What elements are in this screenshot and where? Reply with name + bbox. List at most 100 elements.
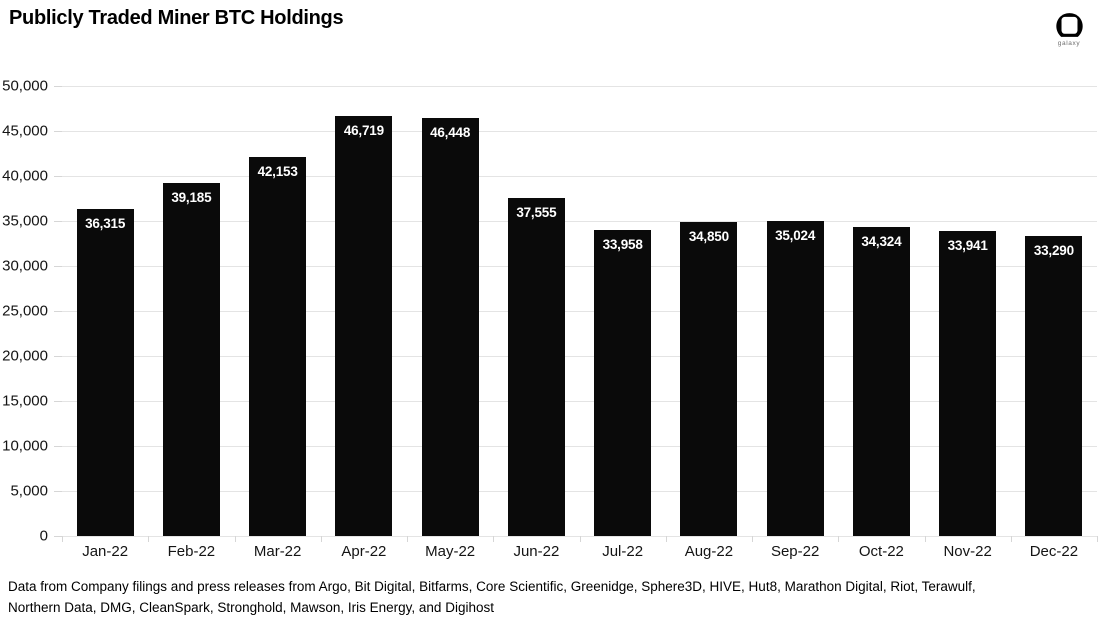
bar-slot-aug-22: 34,850 <box>666 86 752 536</box>
x-tick <box>924 536 926 542</box>
gridline <box>62 176 1097 177</box>
gridline <box>62 266 1097 267</box>
bar-value-label: 36,315 <box>85 216 126 232</box>
bar-jul-22: 33,958 <box>594 230 652 536</box>
y-tick-label: 0 <box>39 527 48 545</box>
bar-value-label: 34,850 <box>688 229 729 245</box>
x-tick <box>579 536 581 542</box>
bar-slot-apr-22: 46,719 <box>321 86 407 536</box>
x-tick-label: Jul-22 <box>602 543 644 560</box>
bar-slot-nov-22: 33,941 <box>925 86 1011 536</box>
bar-nov-22: 33,941 <box>939 230 997 536</box>
bar-series: 36,315 39,185 42,153 46,719 46,448 37,555 33,9… <box>62 86 1097 536</box>
x-tick-label: Jan-22 <box>82 543 129 560</box>
y-tick-label: 40,000 <box>2 167 48 185</box>
x-tick <box>320 536 322 542</box>
x-tick-label: May-22 <box>425 543 476 560</box>
bar-jan-22: 36,315 <box>76 209 134 536</box>
y-tick <box>54 176 62 177</box>
bar-slot-dec-22: 33,290 <box>1011 86 1097 536</box>
x-tick-label: Dec-22 <box>1029 543 1079 560</box>
y-tick <box>54 311 62 312</box>
x-tick-label: Nov-22 <box>943 543 992 560</box>
x-axis: Jan-22 Feb-22 Mar-22 Apr-22 May-22 Jun-22 Jul-… <box>62 543 1097 560</box>
gridline <box>62 356 1097 357</box>
bar-value-label: 46,448 <box>430 124 471 140</box>
y-tick <box>54 131 62 132</box>
x-tick <box>665 536 667 542</box>
x-tick-label: Apr-22 <box>341 543 387 560</box>
bar-may-22: 46,448 <box>421 117 479 536</box>
y-tick-label: 50,000 <box>2 77 48 95</box>
bar-value-label: 46,719 <box>343 122 384 138</box>
bar-slot-jan-22: 36,315 <box>62 86 148 536</box>
x-tick <box>234 536 236 542</box>
x-tick-label: Aug-22 <box>684 543 734 560</box>
bar-slot-jul-22: 33,958 <box>580 86 666 536</box>
gridline <box>62 221 1097 222</box>
bar-value-label: 33,941 <box>947 237 988 253</box>
bar-slot-may-22: 46,448 <box>407 86 493 536</box>
x-tick-label: Feb-22 <box>167 543 216 560</box>
x-tick-label: Mar-22 <box>253 543 302 560</box>
page-title: Publicly Traded Miner BTC Holdings <box>9 7 344 29</box>
bar-value-label: 33,958 <box>602 237 643 253</box>
y-tick <box>54 536 62 537</box>
x-tick-label: Sep-22 <box>770 543 820 560</box>
x-tick <box>407 536 408 542</box>
x-tick <box>1010 536 1012 542</box>
y-tick <box>54 356 62 357</box>
y-tick-label: 5,000 <box>10 482 48 500</box>
gridline <box>62 491 1097 492</box>
gridline <box>62 311 1097 312</box>
bar-value-label: 35,024 <box>775 227 816 243</box>
bar-value-label: 42,153 <box>257 163 298 179</box>
gridline <box>62 446 1097 447</box>
galaxy-logo-label: galaxy <box>1057 40 1081 47</box>
y-tick-label: 10,000 <box>2 437 48 455</box>
gridline <box>62 401 1097 402</box>
gridline <box>62 131 1097 132</box>
y-axis: 50,000 45,000 40,000 35,000 30,000 25,000 20,0… <box>0 78 55 545</box>
bar-slot-mar-22: 42,153 <box>235 86 321 536</box>
bar-value-label: 39,185 <box>171 190 212 206</box>
bar-slot-jun-22: 37,555 <box>493 86 579 536</box>
y-tick-label: 35,000 <box>2 212 48 230</box>
bar-feb-22: 39,185 <box>162 183 220 536</box>
source-line-1: Data from Company filings and press rele… <box>8 579 976 594</box>
bar-jun-22: 37,555 <box>507 198 565 536</box>
y-tick <box>54 266 62 267</box>
x-tick <box>62 536 63 542</box>
y-tick-label: 20,000 <box>2 347 48 365</box>
source-note: Data from Company filings and press rele… <box>8 577 1088 618</box>
bar-aug-22: 34,850 <box>680 222 738 536</box>
x-tick <box>148 536 150 542</box>
y-tick-label: 30,000 <box>2 257 48 275</box>
bar-slot-oct-22: 34,324 <box>838 86 924 536</box>
y-tick <box>54 401 62 402</box>
bar-value-label: 33,290 <box>1033 243 1074 259</box>
y-tick <box>54 221 62 222</box>
bar-value-label: 34,324 <box>861 234 902 250</box>
plot-area: 36,315 39,185 42,153 46,719 46,448 37,555 33,9… <box>54 86 1098 542</box>
galaxy-helmet-icon <box>1055 13 1083 37</box>
y-tick <box>54 446 62 447</box>
y-tick <box>54 86 62 87</box>
x-tick-label: Oct-22 <box>858 543 904 560</box>
x-tick <box>1097 536 1098 542</box>
bar-apr-22: 46,719 <box>335 115 393 536</box>
x-tick <box>752 536 753 542</box>
bar-sep-22: 35,024 <box>766 220 824 536</box>
y-tick-label: 15,000 <box>2 392 48 410</box>
bar-slot-sep-22: 35,024 <box>752 86 838 536</box>
x-tick <box>493 536 495 542</box>
bar-dec-22: 33,290 <box>1025 236 1083 536</box>
bar-value-label: 37,555 <box>516 205 557 221</box>
y-tick-label: 25,000 <box>2 302 48 320</box>
bar-slot-feb-22: 39,185 <box>148 86 234 536</box>
y-tick <box>54 491 62 492</box>
bar-oct-22: 34,324 <box>852 227 910 536</box>
bar-mar-22: 42,153 <box>249 156 307 536</box>
y-tick-label: 45,000 <box>2 122 48 140</box>
